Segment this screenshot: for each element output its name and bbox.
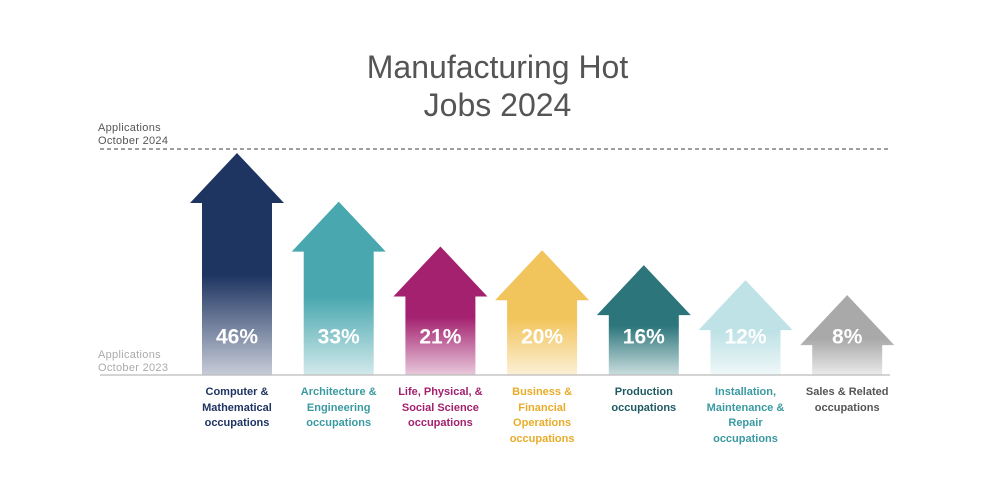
value-label: 16%	[623, 326, 665, 349]
category-label: Business & Financial Operations occupati…	[509, 386, 575, 445]
arrow	[596, 265, 691, 375]
arrow	[495, 250, 590, 375]
chart-title: Manufacturing Hot Jobs 2024	[366, 49, 629, 123]
value-label: 12%	[724, 326, 766, 349]
value-label: 8%	[832, 326, 863, 349]
category-label: Production occupations	[611, 386, 677, 414]
reference-top-label: Applications October 2024	[98, 122, 169, 147]
value-label: 20%	[521, 326, 563, 349]
reference-bottom-label: Applications October 2023	[98, 349, 169, 374]
arrow	[393, 246, 488, 375]
value-label: 21%	[419, 326, 461, 349]
arrow	[698, 280, 793, 375]
arrow	[291, 201, 386, 375]
category-label: Installation, Maintenance & Repair occup…	[706, 386, 785, 445]
category-label: Life, Physical, & Social Science occupat…	[398, 386, 483, 429]
arrow	[800, 295, 895, 375]
value-label: 33%	[318, 326, 360, 349]
arrow	[190, 152, 284, 375]
category-label: Computer & Mathematical occupations	[202, 386, 272, 429]
value-label: 46%	[216, 326, 258, 349]
category-label: Architecture & Engineering occupations	[300, 386, 377, 429]
category-label: Sales & Related occupations	[805, 386, 889, 414]
